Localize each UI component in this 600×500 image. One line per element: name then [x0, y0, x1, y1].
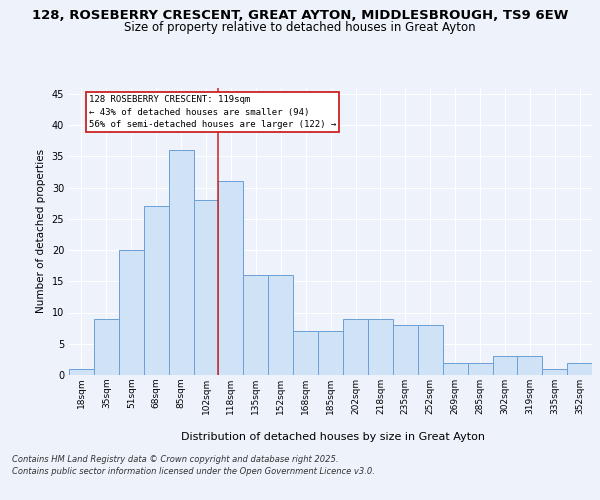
Text: 128 ROSEBERRY CRESCENT: 119sqm
← 43% of detached houses are smaller (94)
56% of : 128 ROSEBERRY CRESCENT: 119sqm ← 43% of … — [89, 95, 336, 129]
Bar — [443, 362, 467, 375]
Bar — [218, 181, 244, 375]
Bar — [119, 250, 144, 375]
Bar — [517, 356, 542, 375]
Text: Contains HM Land Registry data © Crown copyright and database right 2025.: Contains HM Land Registry data © Crown c… — [12, 455, 338, 464]
Bar — [343, 319, 368, 375]
Bar — [69, 369, 94, 375]
Bar — [194, 200, 218, 375]
Bar — [542, 369, 567, 375]
Bar — [268, 275, 293, 375]
Text: Size of property relative to detached houses in Great Ayton: Size of property relative to detached ho… — [124, 21, 476, 34]
Bar — [169, 150, 194, 375]
Bar — [293, 331, 318, 375]
Bar — [94, 319, 119, 375]
Bar — [368, 319, 393, 375]
Bar — [567, 362, 592, 375]
Y-axis label: Number of detached properties: Number of detached properties — [36, 149, 46, 314]
Bar — [467, 362, 493, 375]
Bar — [244, 275, 268, 375]
Bar — [144, 206, 169, 375]
Bar — [318, 331, 343, 375]
Text: 128, ROSEBERRY CRESCENT, GREAT AYTON, MIDDLESBROUGH, TS9 6EW: 128, ROSEBERRY CRESCENT, GREAT AYTON, MI… — [32, 9, 568, 22]
Bar — [393, 325, 418, 375]
Bar — [418, 325, 443, 375]
Text: Contains public sector information licensed under the Open Government Licence v3: Contains public sector information licen… — [12, 467, 375, 476]
Text: Distribution of detached houses by size in Great Ayton: Distribution of detached houses by size … — [181, 432, 485, 442]
Bar — [493, 356, 517, 375]
